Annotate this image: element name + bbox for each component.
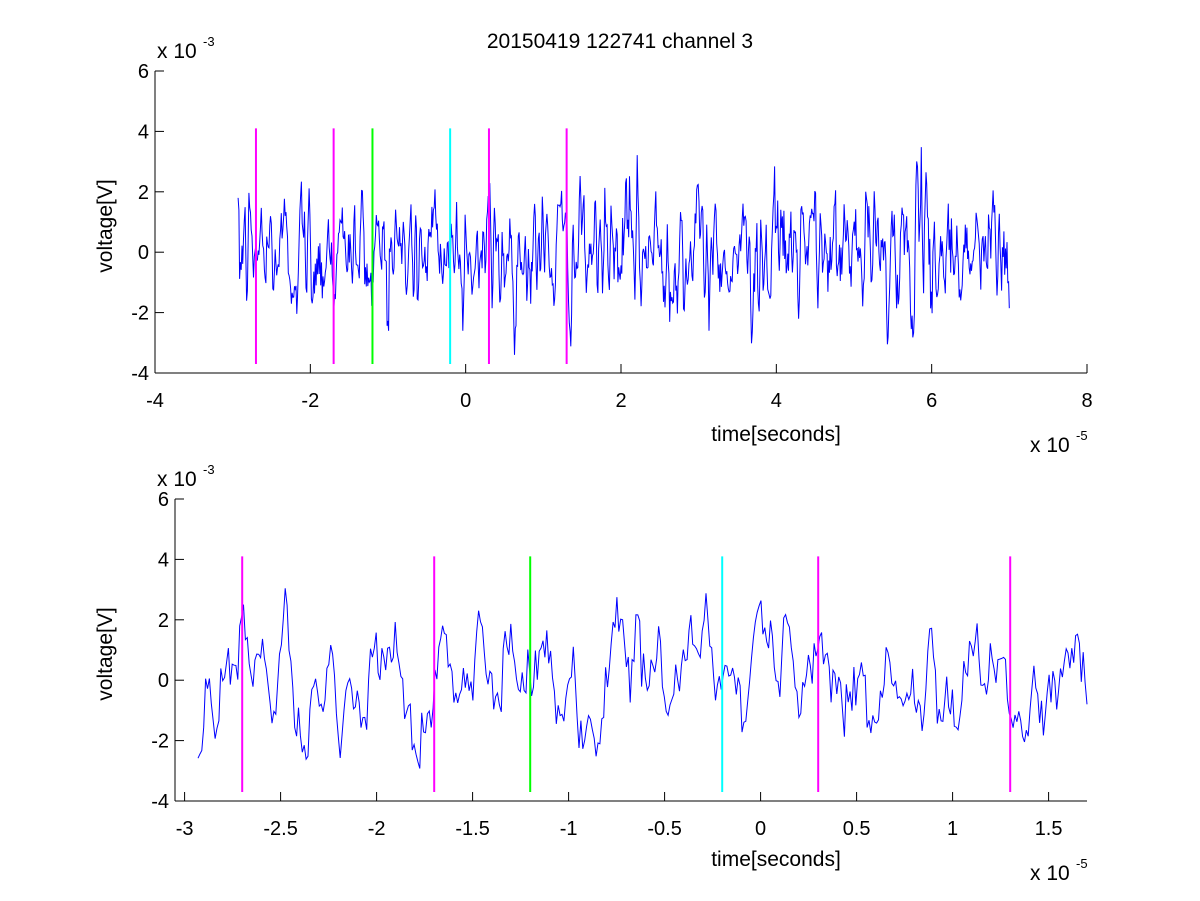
y-exponent-label: x 10 xyxy=(157,468,197,491)
y-tick-label: 6 xyxy=(138,61,149,83)
x-tick-label: -3 xyxy=(176,818,194,840)
y-tick-label: -4 xyxy=(151,791,169,813)
top-plot: -4 -2 0 2 4 6 8 -4 -2 0 2 4 6 time[seconds] voltage[V]… xyxy=(94,34,1093,457)
y-tick-label: -2 xyxy=(151,731,169,753)
signal-line xyxy=(237,147,1010,355)
y-tick-label: 2 xyxy=(138,182,149,204)
y-exponent-label: x 10 xyxy=(157,40,197,63)
x-tick-label: 6 xyxy=(926,390,937,412)
y-tick-label: 2 xyxy=(158,610,169,632)
y-axis-label: voltage[V] xyxy=(94,607,117,700)
x-tick-label: 2 xyxy=(615,390,626,412)
x-exponent-label: x 10 xyxy=(1030,434,1070,457)
x-tick-label: 0.5 xyxy=(843,818,871,840)
x-exponent-power: -5 xyxy=(1076,428,1088,443)
x-tick-label: -1.5 xyxy=(455,818,489,840)
x-exponent-power: -5 xyxy=(1076,856,1088,871)
x-tick-label: -4 xyxy=(146,390,164,412)
x-tick-label: 1 xyxy=(947,818,958,840)
y-tick-label: 0 xyxy=(138,242,149,264)
y-exponent-power: -3 xyxy=(203,34,215,49)
x-axis-label: time[seconds] xyxy=(711,848,841,871)
x-tick-label: -2.5 xyxy=(263,818,297,840)
y-tick-label: 4 xyxy=(138,121,149,143)
y-tick-label: 6 xyxy=(158,489,169,511)
y-tick-label: -4 xyxy=(131,363,149,385)
x-tick-label: 8 xyxy=(1081,390,1092,412)
x-tick-label: 1.5 xyxy=(1035,818,1063,840)
y-tick-label: 0 xyxy=(158,670,169,692)
x-axis-label: time[seconds] xyxy=(711,423,841,446)
signal-line xyxy=(197,588,1088,769)
x-tick-label: 4 xyxy=(771,390,782,412)
x-tick-label: 0 xyxy=(460,390,471,412)
x-tick-label: 0 xyxy=(755,818,766,840)
y-tick-label: -2 xyxy=(131,303,149,325)
chart-title: 20150419 122741 channel 3 xyxy=(487,30,753,53)
x-tick-label: -1 xyxy=(560,818,578,840)
y-exponent-power: -3 xyxy=(203,462,215,477)
x-tick-label: -2 xyxy=(368,818,386,840)
bottom-plot: -3 -2.5 -2 -1.5 -1 -0.5 0 0.5 1 1.5 -4 -2 0 2 4 6 time[s… xyxy=(94,462,1088,885)
y-tick-label: 4 xyxy=(158,549,169,571)
y-axis-label: voltage[V] xyxy=(94,179,117,272)
x-tick-label: -0.5 xyxy=(647,818,681,840)
x-tick-label: -2 xyxy=(301,390,319,412)
x-exponent-label: x 10 xyxy=(1030,862,1070,885)
